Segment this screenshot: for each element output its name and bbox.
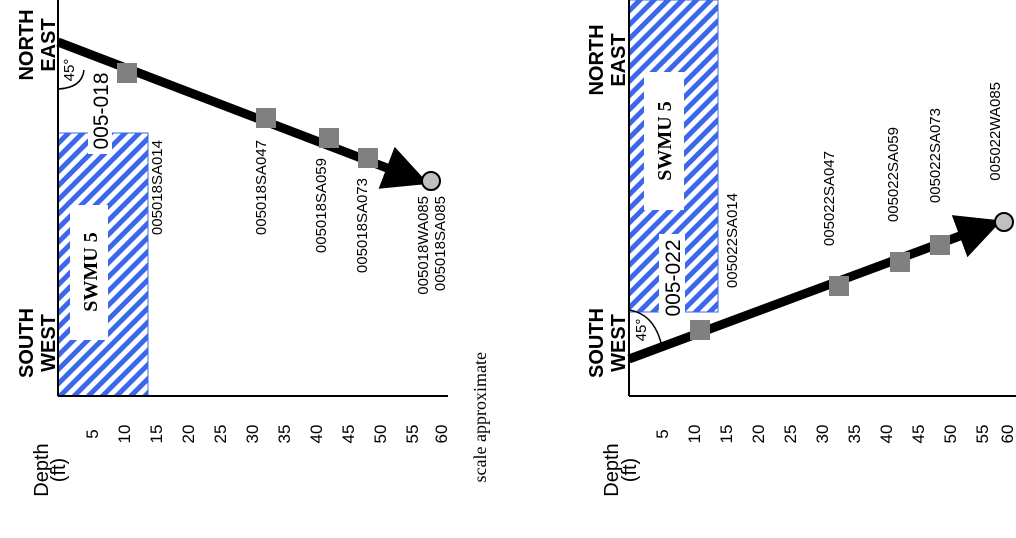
tick-label: 25: [211, 425, 230, 444]
boring-id-box: [659, 234, 685, 320]
swmu-5-label: SWMU 5: [80, 232, 102, 311]
tick-label: 60: [998, 425, 1016, 444]
tick-label: 5: [653, 429, 672, 438]
panel-005-018: SWMU 5 005-018 Depth (ft) 5 10 15 20 25 …: [16, 0, 490, 497]
depth-axis-title: Depth: [601, 443, 623, 496]
end-sample-marker: [994, 212, 1014, 232]
angle-arc: [628, 309, 663, 348]
swmu-5-label: SWMU 5: [654, 101, 676, 180]
tick-label: 35: [275, 425, 294, 444]
sample-label: 005022WA085: [987, 82, 1004, 181]
sample-label: 005022SA073: [927, 108, 944, 203]
tick-label: 50: [371, 425, 390, 444]
tick-label: 25: [781, 425, 800, 444]
tick-label: 5: [83, 429, 102, 438]
tick-label: 40: [877, 425, 896, 444]
boring-trace: [56, 37, 429, 189]
tick-label: 55: [403, 425, 422, 444]
angle-label: 45°: [61, 59, 78, 82]
angle-arc: [57, 69, 85, 90]
scale-note: scale approximate: [470, 352, 490, 482]
end-sample-marker: [421, 171, 441, 191]
swmu-5-label-box: [70, 205, 108, 340]
sample-marker: [890, 252, 910, 272]
sample-label-line-2: 005018SA085: [432, 196, 449, 291]
direction-top: NORTHEAST: [16, 9, 60, 80]
tick-label: 35: [845, 425, 864, 444]
boring-id-box: [88, 68, 112, 154]
tick-label: 30: [243, 425, 262, 444]
sample-label-line-1: 005018WA085: [415, 196, 432, 295]
sample-label: 005022SA059: [885, 127, 902, 222]
sample-label: 005018SA047: [253, 140, 270, 235]
sample-marker: [319, 128, 339, 148]
tick-label: 60: [432, 425, 451, 444]
tick-label: 10: [685, 425, 704, 444]
tick-label: 45: [909, 425, 928, 444]
sample-marker: [117, 63, 137, 83]
angle-label: 45°: [633, 319, 650, 342]
depth-axis-unit: (ft): [48, 458, 70, 482]
swmu-5-label-box: [644, 72, 684, 210]
depth-axis-title: Depth: [31, 443, 53, 496]
direction-bottom: SOUTHWEST: [586, 308, 630, 378]
boring-trace: [627, 215, 1002, 364]
sample-label: 005022SA014: [724, 193, 741, 288]
sample-label: 005022SA047: [821, 151, 838, 246]
sample-marker: [256, 108, 276, 128]
tick-label: 20: [179, 425, 198, 444]
direction-top: NORTHEAST: [586, 24, 630, 95]
sample-marker: [690, 320, 710, 340]
tick-label: 40: [307, 425, 326, 444]
boring-id-label: 005-022: [662, 239, 685, 316]
direction-top-line-1: NORTH: [586, 24, 608, 95]
depth-axis-unit: (ft): [619, 458, 641, 482]
sample-marker: [930, 235, 950, 255]
sample-marker: [358, 148, 378, 168]
panel-005-022: SWMU 5 005-022 Depth (ft) 5 10 15 20 25 …: [586, 0, 1016, 497]
sample-label: 005018SA073: [354, 178, 371, 273]
boring-id-label: 005-018: [90, 72, 113, 149]
tick-label: 45: [339, 425, 358, 444]
tick-label: 15: [147, 425, 166, 444]
sample-label-pair: 005018WA085005018SA085: [415, 196, 449, 295]
direction-bottom: SOUTHWEST: [16, 308, 60, 378]
depth-axis: Depth (ft) 5 10 15 20 25 30 35 40 45 50 …: [601, 0, 1016, 497]
tick-label: 30: [813, 425, 832, 444]
direction-top-line-2: EAST: [38, 18, 60, 71]
direction-top-line-1: NORTH: [16, 9, 38, 80]
sample-marker: [829, 276, 849, 296]
direction-bottom-line-1: SOUTH: [16, 308, 38, 378]
tick-label: 15: [717, 425, 736, 444]
direction-bottom-line-2: WEST: [608, 314, 630, 372]
direction-bottom-line-1: SOUTH: [586, 308, 608, 378]
tick-label: 20: [749, 425, 768, 444]
sample-label: 005018SA014: [149, 140, 166, 235]
direction-bottom-line-2: WEST: [38, 314, 60, 372]
tick-label: 55: [973, 425, 992, 444]
tick-label: 50: [941, 425, 960, 444]
sample-label: 005018SA059: [313, 158, 330, 253]
direction-top-line-2: EAST: [608, 33, 630, 86]
tick-label: 10: [115, 425, 134, 444]
depth-axis: Depth (ft) 5 10 15 20 25 30 35 40 45 50 …: [31, 0, 451, 497]
